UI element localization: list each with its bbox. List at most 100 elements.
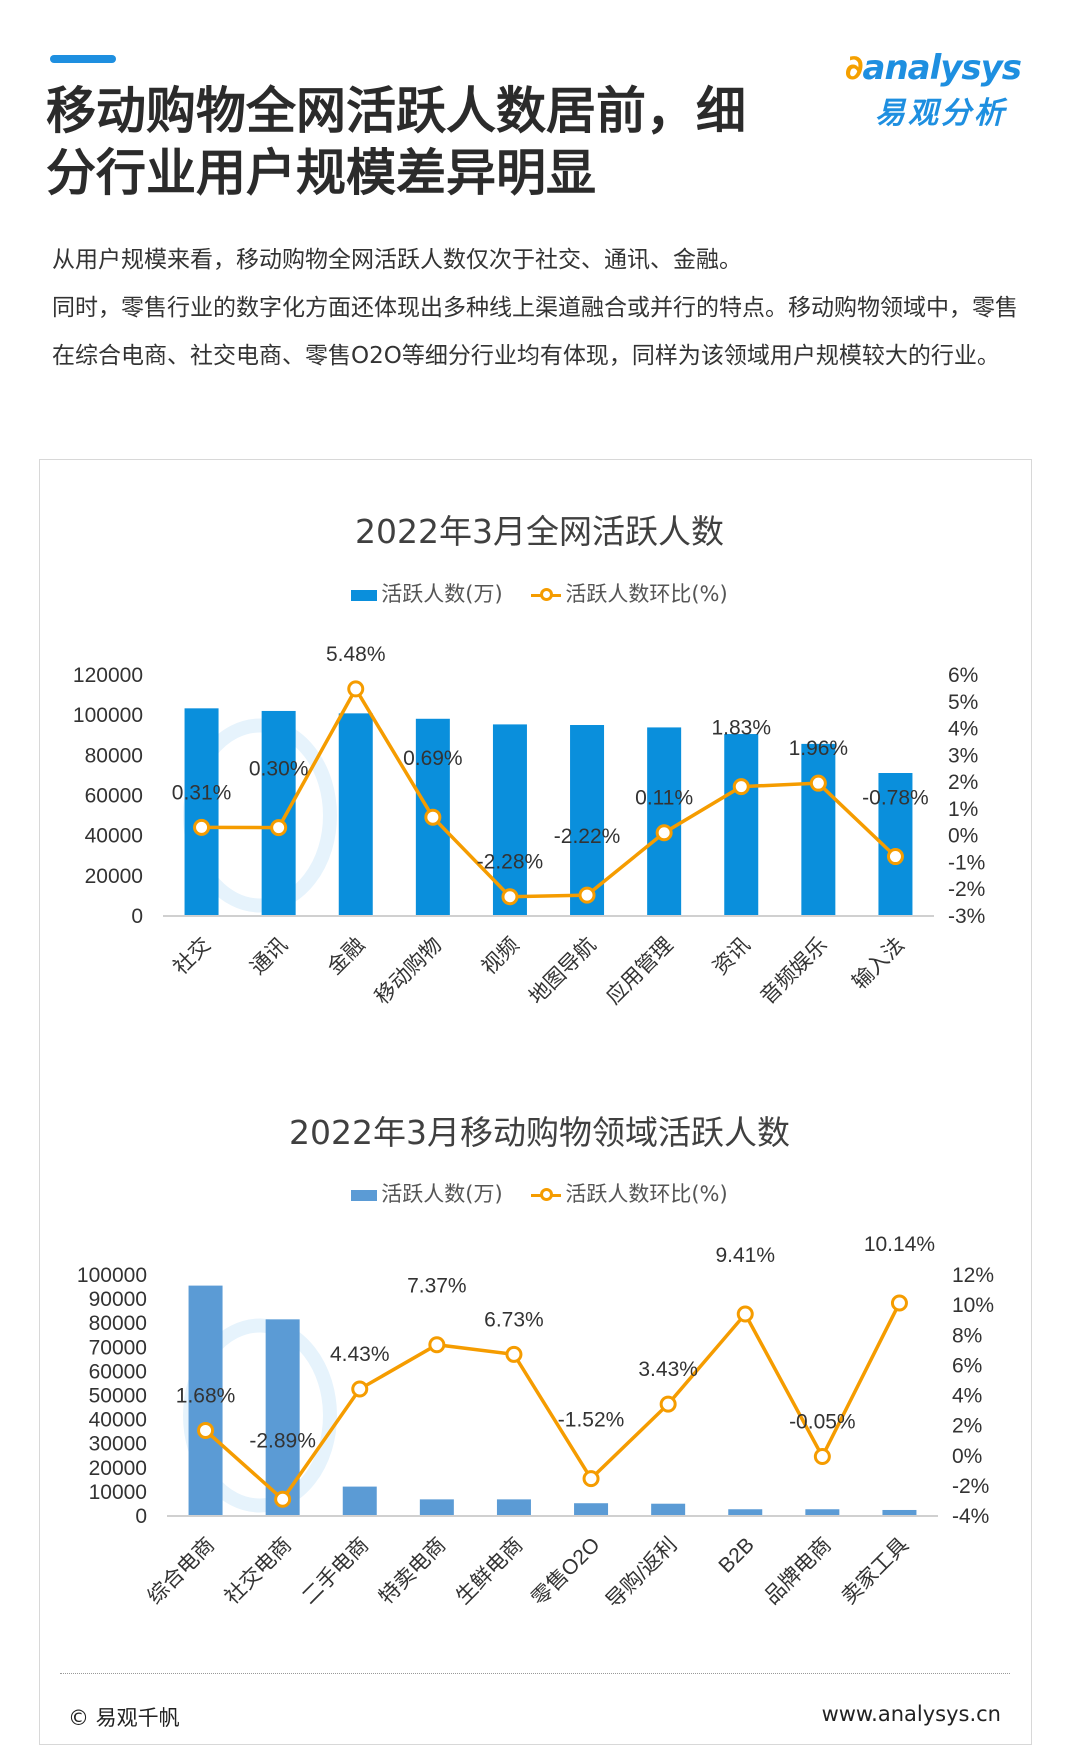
y-tick-label: 20000 [85, 865, 143, 888]
y2-tick-label: 0% [948, 825, 978, 848]
data-label: 5.48% [326, 643, 386, 666]
x-tick-label: 资讯 [709, 933, 755, 979]
chart-container [39, 459, 1032, 1745]
y2-tick-label: 6% [952, 1354, 982, 1377]
data-label: 0.30% [249, 758, 309, 781]
legend-line-swatch [531, 1187, 562, 1201]
line-point [428, 1336, 446, 1354]
x-tick-label: 综合电商 [143, 1533, 219, 1609]
footer-url[interactable]: www.analysys.cn [821, 1702, 1001, 1726]
line-point [732, 778, 750, 796]
y-tick-label: 70000 [89, 1336, 147, 1359]
y-tick-label: 40000 [85, 825, 143, 848]
y2-tick-label: 6% [948, 664, 978, 687]
intro-paragraph: 从用户规模来看，移动购物全网活跃人数仅次于社交、通讯、金融。 同时，零售行业的数… [52, 236, 1027, 380]
y-tick-label: 80000 [85, 744, 143, 767]
x-tick-label: 品牌电商 [760, 1533, 836, 1609]
bar [188, 1285, 223, 1516]
bar [184, 708, 219, 916]
bar [492, 724, 527, 916]
line-point [655, 824, 673, 842]
y-tick-label: 30000 [89, 1433, 147, 1456]
line-point [809, 774, 827, 792]
line-series [204, 1302, 902, 1502]
data-label: -0.78% [862, 787, 929, 810]
data-label: 1.96% [789, 737, 849, 760]
paragraph-line: 从用户规模来看，移动购物全网活跃人数仅次于社交、通讯、金融。 [52, 247, 742, 273]
line-point [886, 848, 904, 866]
data-label: 0.11% [635, 787, 693, 810]
y2-tick-label: -3% [948, 905, 985, 928]
bar [728, 1509, 763, 1516]
data-label: -2.89% [249, 1429, 316, 1452]
legend-line-label: 活跃人数环比(%) [565, 582, 728, 606]
line-point [501, 888, 519, 906]
line-point [578, 886, 596, 904]
x-tick-label: 输入法 [848, 933, 909, 994]
data-label: 9.41% [715, 1244, 775, 1267]
y2-tick-label: 3% [948, 744, 978, 767]
x-tick-label: 零售O2O [527, 1533, 604, 1610]
bar [496, 1499, 531, 1516]
data-label: -0.05% [789, 1411, 856, 1434]
chart2-legend: 活跃人数(万) 活跃人数环比(%) [0, 1178, 1079, 1208]
y2-tick-label: -2% [952, 1475, 989, 1498]
bar [419, 1499, 454, 1516]
data-label: 0.31% [172, 781, 232, 804]
x-tick-label: 社交 [169, 933, 215, 979]
y-tick-label: 60000 [89, 1360, 147, 1383]
data-label: 7.37% [407, 1275, 467, 1298]
legend-line-swatch [531, 587, 562, 601]
y2-tick-label: 4% [952, 1385, 982, 1408]
line-point [197, 1421, 215, 1439]
line-point [347, 680, 365, 698]
y-tick-label: 80000 [89, 1312, 147, 1335]
y2-tick-label: -1% [948, 851, 985, 874]
chart1-legend: 活跃人数(万) 活跃人数环比(%) [0, 578, 1079, 608]
x-tick-label: 导购/返利 [602, 1533, 682, 1613]
y2-tick-label: 8% [952, 1324, 982, 1347]
y-tick-label: 90000 [89, 1288, 147, 1311]
line-point [582, 1470, 600, 1488]
chart1-title: 2022年3月全网活跃人数 [355, 512, 724, 551]
x-tick-label: 视频 [478, 933, 524, 979]
y2-tick-label: 12% [952, 1264, 994, 1287]
y-tick-label: 120000 [73, 664, 143, 687]
y2-tick-label: -4% [952, 1505, 989, 1528]
legend-line-label: 活跃人数环比(%) [565, 1182, 728, 1206]
logo: ∂analysys 易观分析 [845, 48, 1045, 132]
bar [724, 734, 759, 916]
x-tick-label: 地图导航 [525, 933, 601, 1009]
x-tick-label: 社交电商 [221, 1533, 297, 1609]
y2-tick-label: 10% [952, 1294, 994, 1317]
data-label: -1.52% [558, 1409, 625, 1432]
bar [882, 1509, 917, 1516]
line-point [813, 1448, 831, 1466]
line-point [270, 819, 288, 837]
x-tick-label: 二手电商 [298, 1533, 374, 1609]
legend-bar-swatch [351, 1189, 378, 1201]
data-label: 1.83% [711, 717, 771, 740]
line-point [351, 1380, 369, 1398]
x-tick-label: 移动购物 [371, 933, 447, 1009]
y2-tick-label: 4% [948, 718, 978, 741]
bar [651, 1503, 686, 1516]
y-tick-label: 0 [135, 1505, 147, 1528]
y-tick-label: 40000 [89, 1409, 147, 1432]
footer-divider [60, 1673, 1010, 1674]
data-label: 4.43% [330, 1343, 390, 1366]
y2-tick-label: 2% [952, 1415, 982, 1438]
data-label: 3.43% [638, 1358, 698, 1381]
y-tick-label: 60000 [85, 785, 143, 808]
bar [338, 713, 373, 916]
chart2-title: 2022年3月移动购物领域活跃人数 [289, 1113, 790, 1152]
bar [574, 1503, 609, 1516]
y-tick-label: 0 [131, 905, 143, 928]
logo-cn: 易观分析 [875, 96, 1007, 131]
line-point [505, 1345, 523, 1363]
accent-bar [50, 55, 116, 63]
legend-bar-label: 活跃人数(万) [381, 1182, 503, 1206]
legend-bar-swatch [351, 589, 378, 601]
data-label: 6.73% [484, 1308, 544, 1331]
